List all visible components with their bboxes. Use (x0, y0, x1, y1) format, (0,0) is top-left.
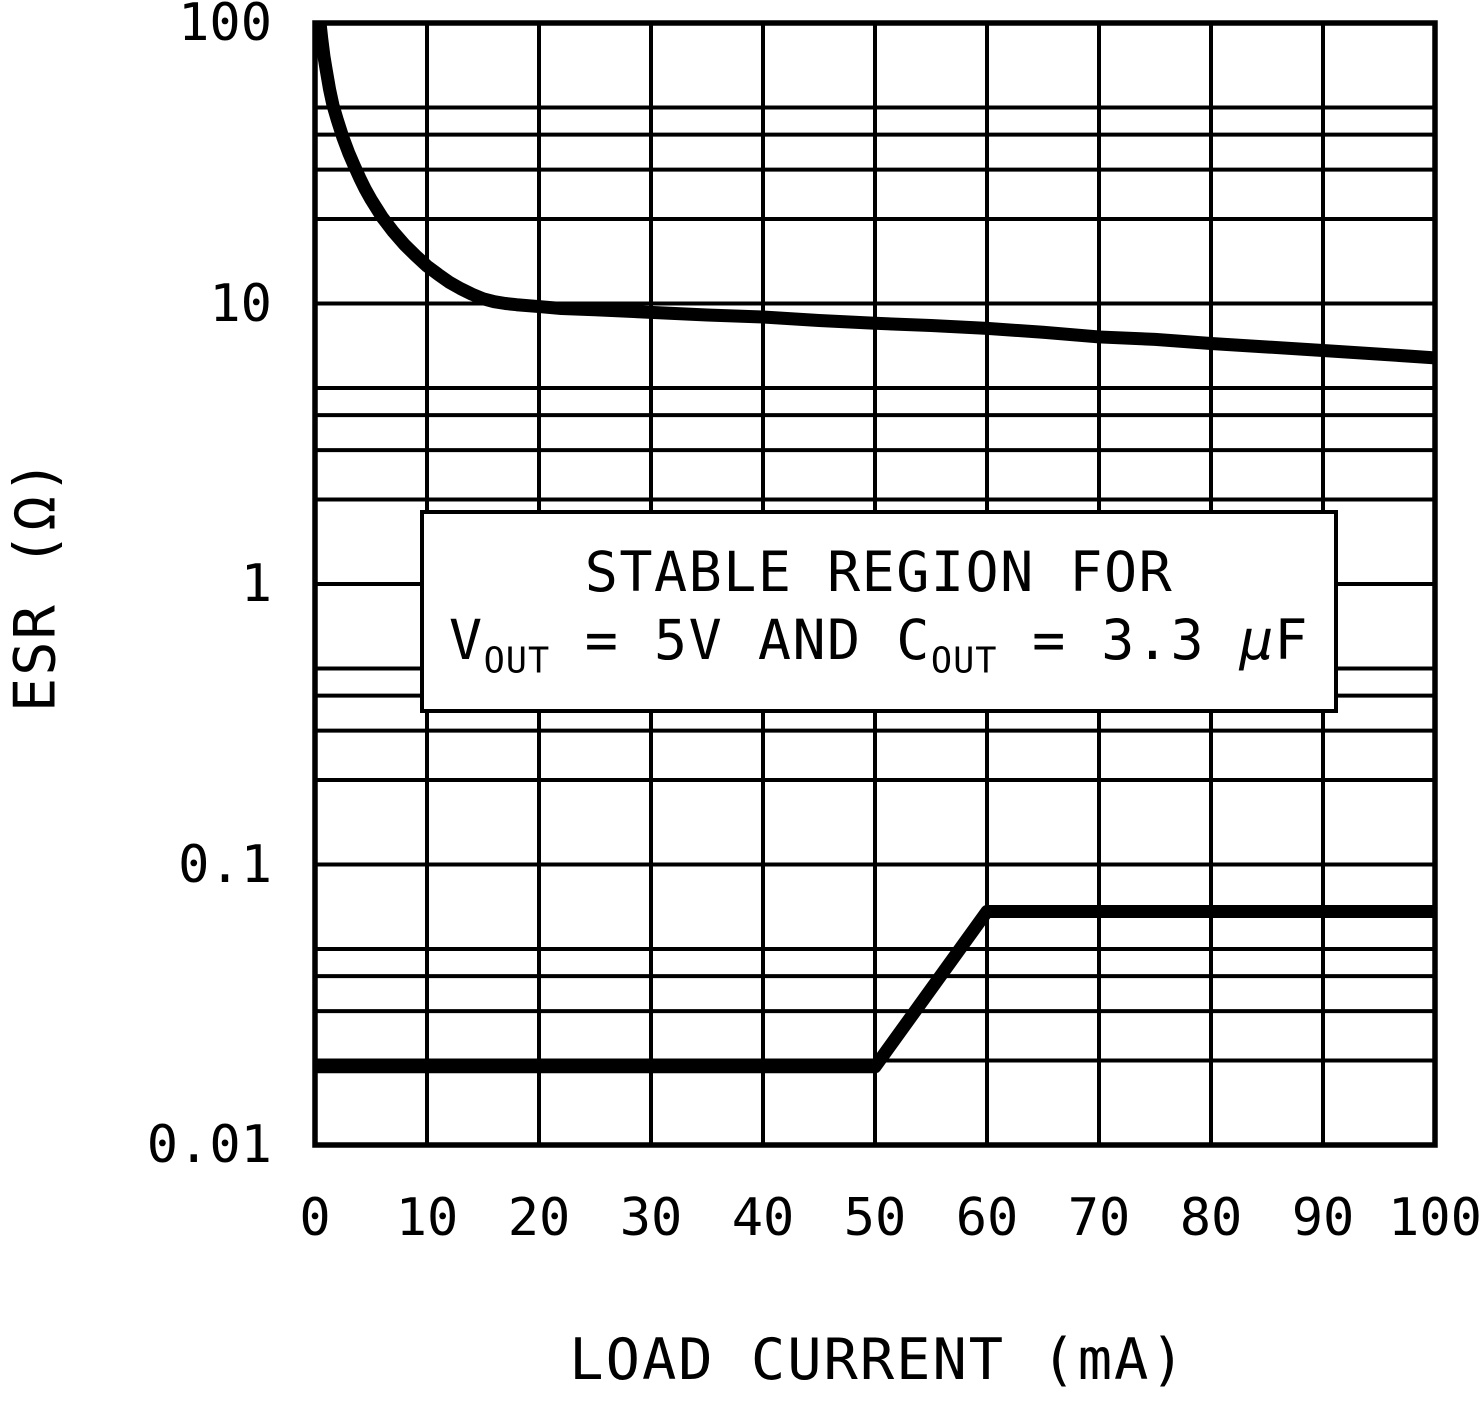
x-tick-label-50: 50 (843, 1188, 907, 1248)
stable-region-annotation-box: STABLE REGION FOR VOUT = 5V AND COUT = 3… (420, 510, 1338, 713)
y-tick-label-0.01: 0.01 (146, 1115, 272, 1175)
subscript-text: OUT (483, 639, 551, 681)
x-tick-label-100: 100 (1388, 1188, 1481, 1248)
x-tick-label-70: 70 (1067, 1188, 1131, 1248)
x-tick-label-60: 60 (955, 1188, 1019, 1248)
x-tick-label-30: 30 (619, 1188, 683, 1248)
x-tick-label-0: 0 (299, 1188, 331, 1248)
annotation-text-segment: F (1274, 607, 1310, 672)
x-tick-label-10: 10 (395, 1188, 459, 1248)
annotation-text-segment: = 5V AND C (550, 607, 931, 672)
subscript-text: OUT (930, 639, 998, 681)
annotation-text-segment: V (448, 607, 484, 672)
y-tick-label-100: 100 (178, 0, 272, 53)
y-tick-label-0.1: 0.1 (178, 834, 272, 895)
x-tick-label-80: 80 (1179, 1188, 1243, 1248)
lower-esr-boundary-curve (315, 904, 1435, 1074)
x-axis-title: LOAD CURRENT (mA) (569, 1327, 1187, 1393)
annotation-line-2: VOUT = 5V AND COUT = 3.3 μF (448, 607, 1310, 681)
y-tick-label-10: 10 (209, 273, 272, 334)
y-tick-label-1: 1 (240, 554, 272, 614)
x-tick-label-40: 40 (731, 1188, 795, 1248)
x-tick-label-20: 20 (507, 1188, 571, 1248)
annotation-line-1: STABLE REGION FOR (584, 540, 1174, 605)
x-tick-label-90: 90 (1291, 1188, 1355, 1248)
mu-symbol: μ (1239, 607, 1275, 672)
plot-border (312, 20, 1438, 1148)
upper-esr-boundary-curve (315, 23, 1435, 365)
annotation-text-segment: = 3.3 (997, 607, 1240, 672)
